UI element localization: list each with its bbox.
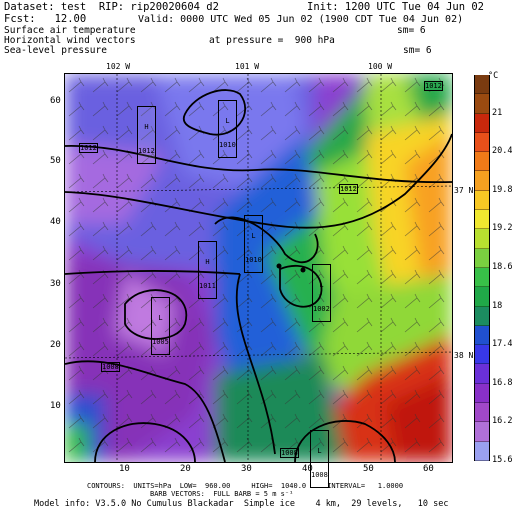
x-tick: 30 [241, 464, 252, 474]
field-wind: Horizontal wind vectors [4, 35, 136, 46]
colorbar-swatch [475, 229, 489, 249]
colorbar-swatch [475, 75, 489, 95]
pressure-label-value: 1005 [152, 338, 169, 346]
lat-lon-grid [65, 74, 452, 462]
colorbar-label: 20.4 [492, 146, 512, 157]
colorbar-swatch [475, 190, 489, 211]
y-tick: 60 [50, 96, 61, 106]
pressure-label-value: 1010 [245, 256, 262, 264]
pressure-label-value: 1002 [313, 305, 330, 313]
colorbar-swatch [475, 422, 489, 442]
colorbar-swatch [475, 171, 489, 191]
pressure-label-low-1005: L 1005 [151, 297, 170, 355]
y-tick: 40 [50, 217, 61, 227]
pressure-label-1012-w: 1012 [79, 143, 98, 153]
pressure-label-low-1002: L 1002 [312, 264, 331, 322]
colorbar-swatch [475, 383, 489, 404]
colorbar-swatch [475, 210, 489, 230]
dataset-line: Dataset: test RIP: rip20020604 d2 [4, 1, 219, 13]
pressure-label-kind: H [144, 123, 149, 131]
pressure-label-kind: H [205, 258, 210, 266]
colorbar-label: 15.6 [492, 455, 512, 465]
colorbar-swatch [475, 94, 489, 114]
colorbar-swatch [475, 267, 489, 288]
pressure-label-high-1011: H 1011 [198, 241, 217, 299]
lat-label-38n: 38 N [454, 351, 474, 360]
x-tick: 10 [119, 464, 130, 474]
lon-label-102w: 102 W [106, 62, 131, 71]
colorbar-label: 19.2 [492, 223, 512, 234]
pressure-label-kind: L [319, 281, 324, 289]
pressure-label-low-1010-center: L 1010 [244, 215, 263, 273]
pressure-label-kind: L [251, 232, 256, 240]
model-info: Model info: V3.5.0 No Cumulus Blackadar … [34, 499, 449, 509]
station-dots [276, 263, 306, 273]
colorbar-swatch [475, 113, 489, 133]
colorbar-unit: °C [488, 71, 499, 81]
y-tick: 20 [50, 340, 61, 350]
pressure-label-value: 1008 [311, 471, 328, 479]
colorbar-label: 18.6 [492, 262, 512, 272]
y-tick: 50 [50, 156, 61, 166]
lon-label-100w: 100 W [368, 62, 393, 71]
pressure-label-1012-e: 1012 [339, 184, 358, 194]
colorbar-label: 21 [492, 107, 503, 118]
pressure-label-value: 1012 [138, 147, 155, 155]
barb-info: BARB VECTORS: FULL BARB = 5 m s⁻¹ [150, 490, 294, 498]
isobars [65, 89, 452, 462]
colorbar-label: 19.8 [492, 184, 512, 195]
pressure-label-low-1008: L 1008 [310, 430, 329, 488]
colorbar-label: 17.4 [492, 339, 512, 350]
pressure-label-kind: L [225, 117, 230, 125]
pressure-label-1008-s: 1008 [280, 448, 299, 458]
colorbar [474, 75, 490, 461]
colorbar-label: 16.2 [492, 416, 512, 427]
colorbar-label: 18 [492, 300, 503, 311]
fcst-line: Fcst: 12.00 [4, 13, 87, 25]
smoothing-1: sm= 6 [397, 25, 426, 36]
map-plot [64, 73, 453, 463]
colorbar-swatch [475, 152, 489, 172]
pressure-label-1012-ne: 1012 [424, 81, 443, 91]
smoothing-2: sm= 6 [403, 45, 432, 56]
colorbar-swatch [475, 248, 489, 268]
field-temperature: Surface air temperature [4, 25, 136, 36]
colorbar-swatch [475, 364, 489, 384]
y-tick: 10 [50, 401, 61, 411]
pressure-label-kind: L [317, 447, 322, 455]
colorbar-swatch [475, 403, 489, 423]
colorbar-swatch [475, 306, 489, 326]
colorbar-swatch [475, 345, 489, 365]
x-tick: 60 [423, 464, 434, 474]
pressure-level: at pressure = 900 hPa [209, 35, 335, 46]
x-tick: 50 [363, 464, 374, 474]
x-tick: 20 [180, 464, 191, 474]
pressure-label-1008-w: 1008 [101, 362, 120, 372]
colorbar-swatch [475, 132, 489, 153]
colorbar-swatch [475, 441, 489, 461]
pressure-label-low-1010-north: L 1010 [218, 100, 237, 158]
pressure-label-value: 1010 [219, 141, 236, 149]
init-line: Init: 1200 UTC Tue 04 Jun 02 [307, 1, 485, 13]
lat-label-37n: 37 N [454, 186, 474, 195]
pressure-label-high-1012: H 1012 [137, 106, 156, 164]
pressure-label-value: 1011 [199, 282, 216, 290]
lon-label-101w: 101 W [235, 62, 260, 71]
colorbar-swatch [475, 287, 489, 307]
y-tick: 30 [50, 279, 61, 289]
field-slp: Sea-level pressure [4, 45, 107, 56]
pressure-label-kind: L [158, 314, 163, 322]
colorbar-swatch [475, 325, 489, 346]
colorbar-label: 16.8 [492, 377, 512, 388]
x-tick: 40 [302, 464, 313, 474]
valid-line: Valid: 0000 UTC Wed 05 Jun 02 (1900 CDT … [138, 14, 464, 25]
contour-info: CONTOURS: UNITS=hPa LOW= 960.00 HIGH= 10… [87, 482, 404, 490]
